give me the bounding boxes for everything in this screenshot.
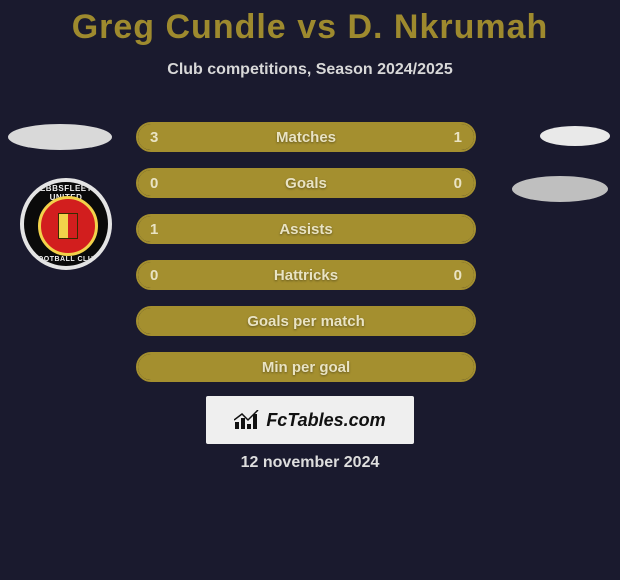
branding-box[interactable]: FcTables.com	[206, 396, 414, 444]
player-left-name: Greg Cundle	[72, 8, 287, 46]
stat-label: Matches	[138, 124, 474, 150]
page-title: Greg Cundle vs D. Nkrumah	[0, 0, 620, 47]
stat-row: Goals per match	[136, 306, 476, 336]
stat-row: 1Assists	[136, 214, 476, 244]
stat-row: 31Matches	[136, 122, 476, 152]
placeholder-shape	[8, 124, 112, 150]
badge-flag-icon	[58, 213, 78, 239]
stat-label: Goals	[138, 170, 474, 196]
badge-bottom-text: FOOTBALL CLUB	[24, 256, 108, 263]
badge-circle: EBBSFLEET UNITED FOOTBALL CLUB	[20, 178, 112, 270]
footer-date: 12 november 2024	[0, 454, 620, 472]
stat-row: Min per goal	[136, 352, 476, 382]
stats-bars: 31Matches 00Goals 1Assists 00Hattricks Goals…	[136, 122, 476, 398]
placeholder-shape	[512, 176, 608, 202]
subtitle: Club competitions, Season 2024/2025	[0, 61, 620, 79]
chart-icon	[234, 410, 260, 430]
badge-inner	[38, 196, 98, 256]
placeholder-shape	[540, 126, 610, 146]
stat-row: 00Hattricks	[136, 260, 476, 290]
stat-label: Hattricks	[138, 262, 474, 288]
stat-label: Assists	[138, 216, 474, 242]
stat-label: Min per goal	[138, 354, 474, 380]
stat-row: 00Goals	[136, 168, 476, 198]
stat-label: Goals per match	[138, 308, 474, 334]
club-badge-left: EBBSFLEET UNITED FOOTBALL CLUB	[20, 178, 112, 270]
player-right-name: D. Nkrumah	[347, 8, 548, 46]
vs-separator: vs	[297, 8, 337, 46]
branding-text: FcTables.com	[266, 410, 385, 431]
